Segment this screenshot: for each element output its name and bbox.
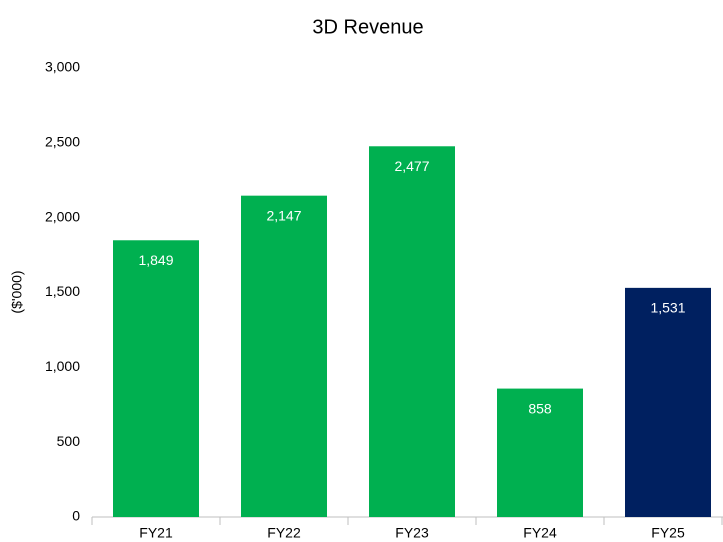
value-label: 1,849 bbox=[138, 252, 173, 268]
y-tick-label: 2,000 bbox=[45, 208, 80, 224]
value-label: 2,477 bbox=[394, 158, 429, 174]
value-label: 2,147 bbox=[266, 207, 301, 223]
y-tick-label: 500 bbox=[57, 433, 81, 449]
y-tick-label: 2,500 bbox=[45, 134, 80, 150]
y-tick-label: 3,000 bbox=[45, 59, 80, 75]
y-tick-label: 1,000 bbox=[45, 358, 80, 374]
value-label: 1,531 bbox=[650, 300, 685, 316]
bar bbox=[625, 287, 711, 517]
bar bbox=[369, 146, 455, 517]
value-label: 858 bbox=[528, 400, 552, 416]
bar bbox=[241, 195, 327, 518]
x-tick-label: FY24 bbox=[523, 525, 557, 541]
x-tick-label: FY22 bbox=[267, 525, 301, 541]
x-tick-label: FY25 bbox=[651, 525, 685, 541]
bar bbox=[113, 240, 199, 517]
x-tick-label: FY23 bbox=[395, 525, 429, 541]
y-tick-label: 0 bbox=[72, 508, 80, 524]
y-tick-label: 1,500 bbox=[45, 283, 80, 299]
y-axis-label: ($'000) bbox=[9, 270, 25, 313]
bar bbox=[497, 388, 583, 517]
x-tick-label: FY21 bbox=[139, 525, 173, 541]
chart-title: 3D Revenue bbox=[312, 16, 423, 38]
